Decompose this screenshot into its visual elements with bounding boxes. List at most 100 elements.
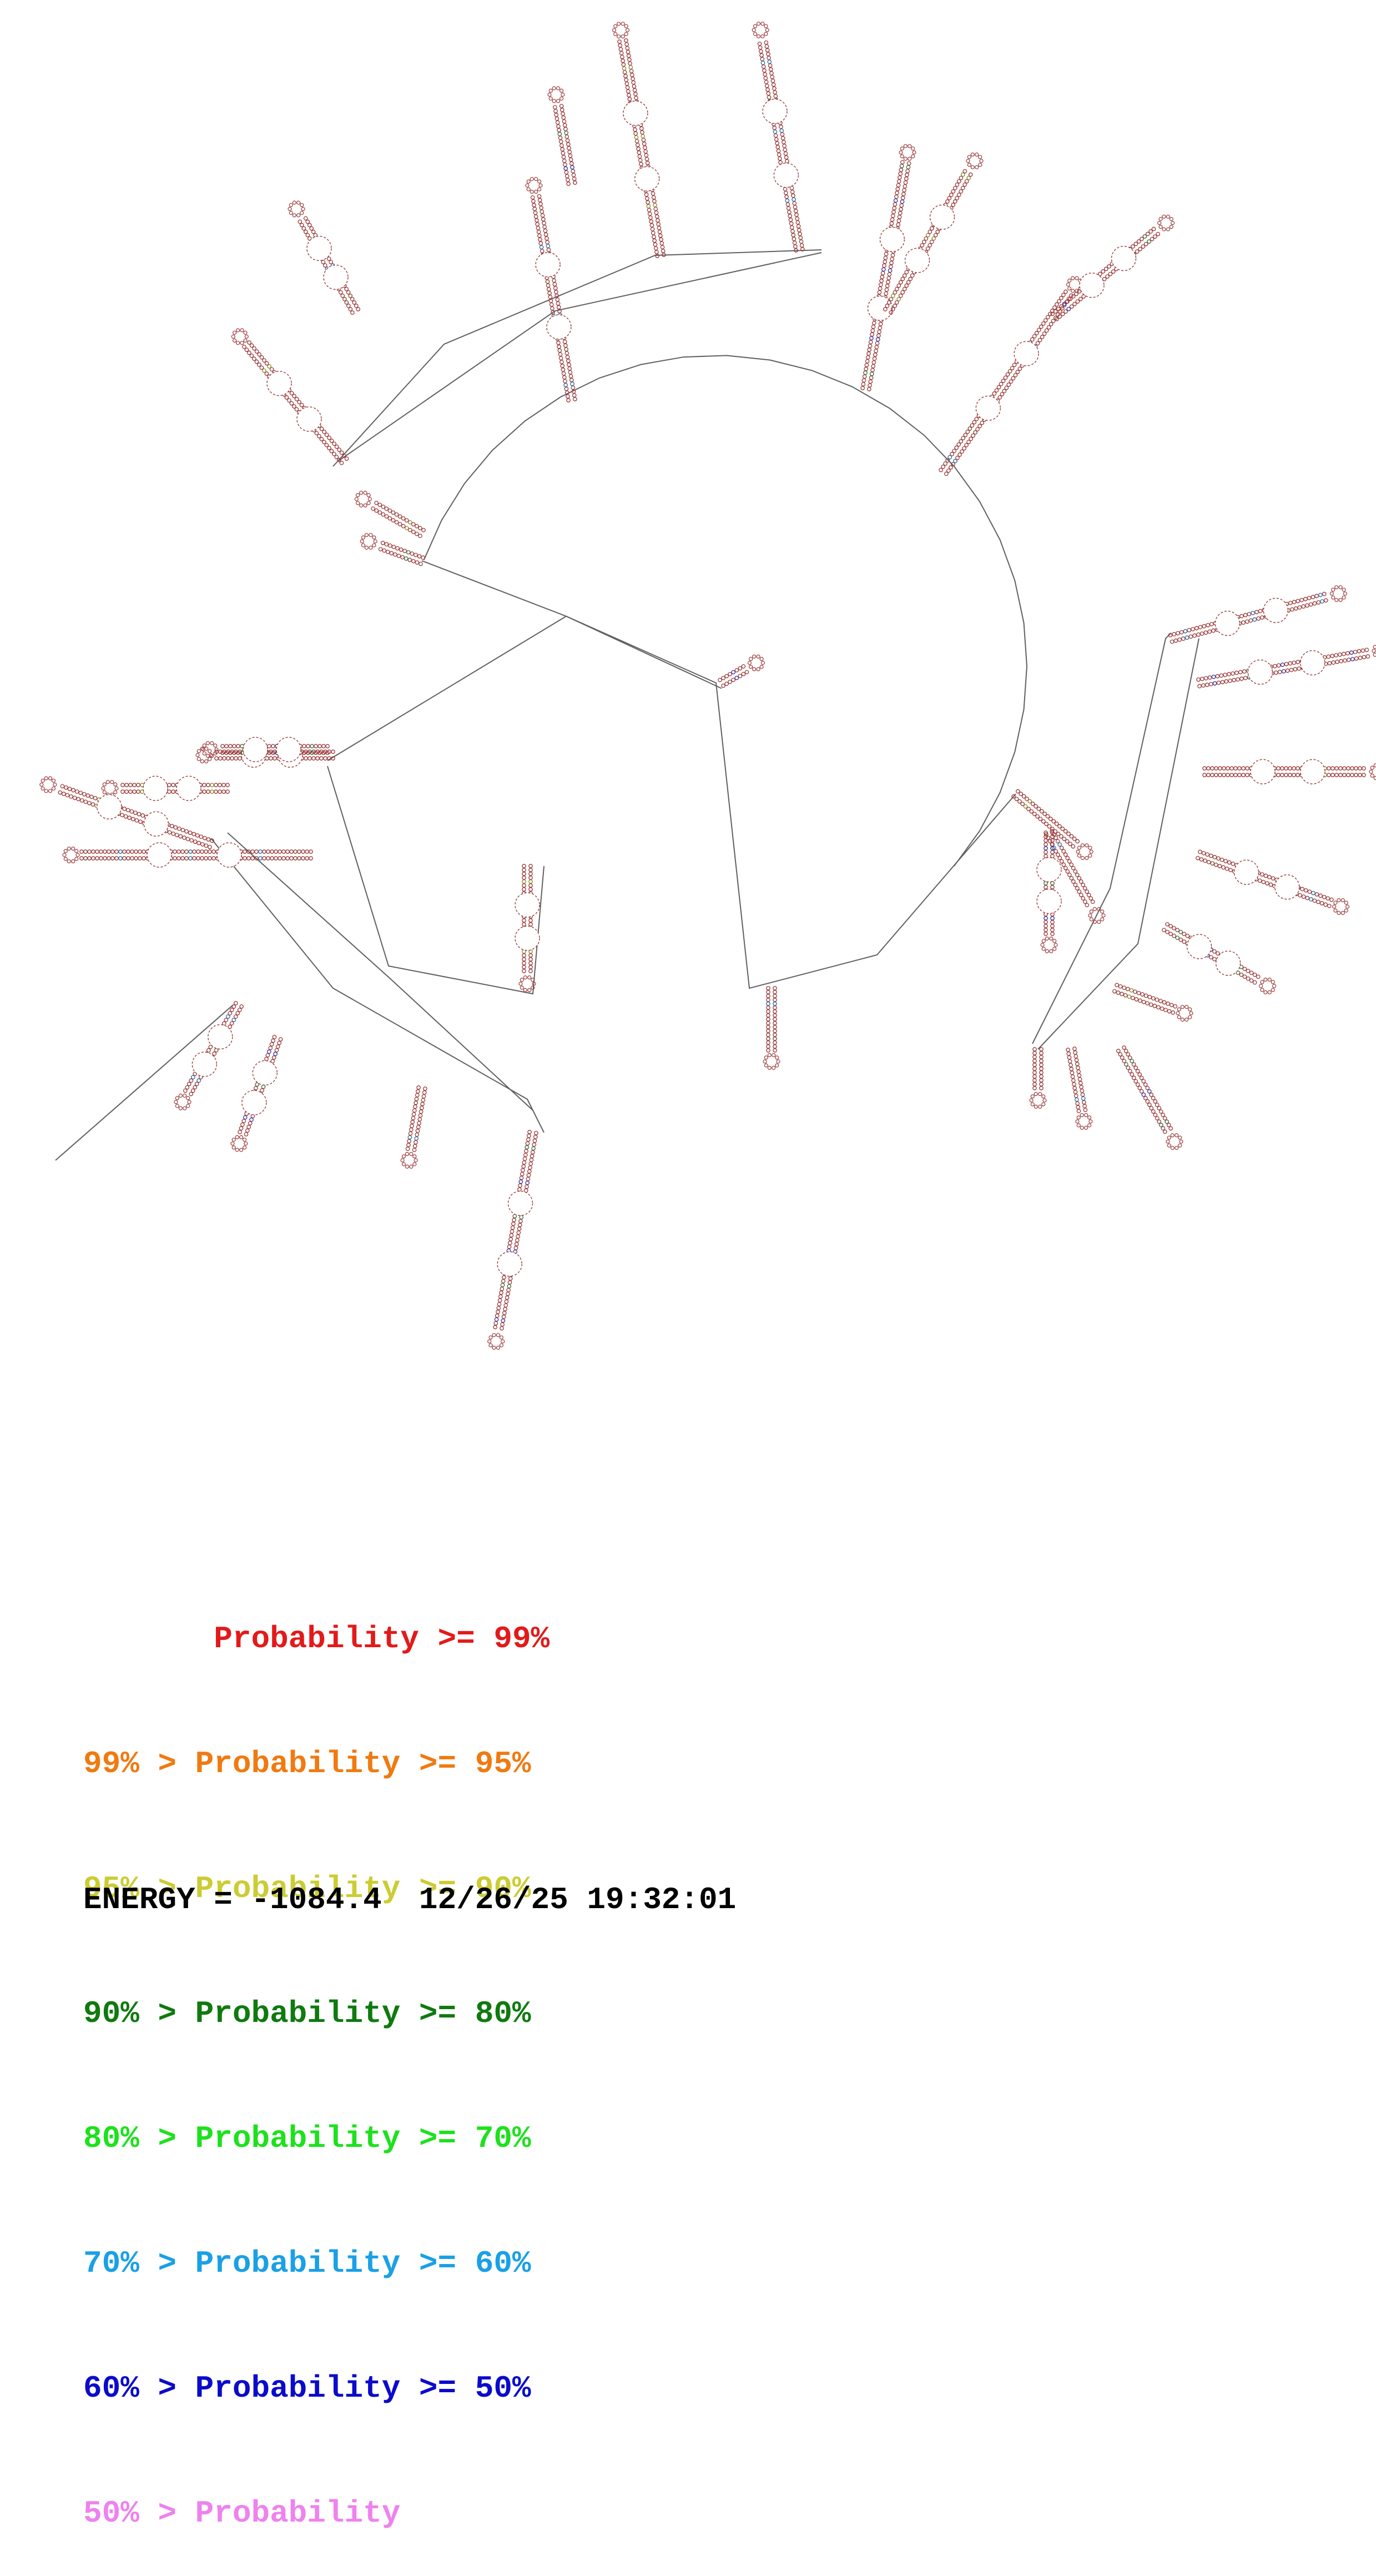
nucleotide [1044,328,1049,333]
helix-stem [1011,789,1093,861]
nucleotide [415,1132,420,1137]
nucleotide [64,785,68,790]
loop-nucleotide [764,24,768,28]
nucleotide [759,53,764,58]
helix-stem [1029,1047,1047,1109]
interior-loop [1263,597,1289,623]
nucleotide [417,1121,421,1125]
nucleotide [1145,1099,1150,1104]
nucleotide [1141,244,1146,249]
nucleotide [1196,677,1201,682]
loop-nucleotide [1088,846,1092,850]
loop-nucleotide [1185,1017,1189,1022]
nucleotide [297,856,301,861]
nucleotide [169,824,174,828]
nucleotide [522,969,526,973]
loop-nucleotide [624,32,628,36]
loop-nucleotide [102,782,107,787]
loop-nucleotide [363,490,367,495]
nucleotide [1296,766,1300,771]
nucleotide [1039,1055,1044,1059]
nucleotide [870,328,875,333]
loop-nucleotide [243,1138,247,1142]
loop-nucleotide [102,790,107,794]
nucleotide [232,744,236,748]
loop-nucleotide [1334,585,1339,590]
loop-nucleotide [1167,1135,1171,1140]
nucleotide [731,670,736,675]
nucleotide [394,512,399,517]
nucleotide [1059,834,1063,839]
loop-nucleotide [767,1053,772,1058]
loop-nucleotide [756,22,761,26]
nucleotide [1276,766,1281,771]
loop-nucleotide [412,1154,417,1159]
nucleotide [1166,1123,1171,1128]
nucleotide [863,370,868,375]
nucleotide [394,520,399,525]
loop-nucleotide [1087,1123,1092,1128]
nucleotide [1056,306,1061,311]
nucleotide [794,213,799,217]
nucleotide [620,54,624,59]
nucleotide [796,224,801,229]
nucleotide [563,383,568,388]
nucleotide [1297,605,1302,610]
legend-entry: 95% > Probability >= 90% [83,1871,531,1906]
nucleotide [647,212,652,217]
nucleotide [225,789,230,794]
nucleotide [136,783,140,787]
nucleotide [799,243,804,248]
nucleotide [528,879,533,884]
nucleotide [1280,766,1284,771]
nucleotide [532,207,537,212]
nucleotide [187,1081,191,1086]
nucleotide [970,423,975,428]
nucleotide [1172,632,1177,637]
nucleotide [555,297,560,302]
nucleotide [518,1179,523,1184]
nucleotide [1120,1055,1125,1060]
nucleotide [1054,836,1059,840]
nucleotide [500,1322,505,1327]
loop-nucleotide [1338,585,1343,590]
nucleotide [415,1093,420,1098]
nucleotide [766,998,770,1002]
nucleotide [1172,933,1177,938]
nucleotide [271,1038,275,1043]
nucleotide [1198,849,1202,854]
nucleotide [1241,766,1246,771]
backbone-lower-strand [327,615,1016,989]
nucleotide [773,1040,777,1045]
nucleotide [1069,1066,1074,1071]
nucleotide [1316,600,1321,605]
loop-nucleotide [612,28,617,32]
nucleotide [542,224,547,229]
nucleotide [896,218,901,223]
nucleotide [629,69,634,73]
nucleotide [967,426,972,431]
nucleotide [387,508,392,513]
nucleotide [1050,932,1055,936]
nucleotide [114,849,119,854]
nucleotide [1288,773,1292,777]
nucleotide [501,1279,506,1284]
nucleotide [637,154,642,159]
nucleotide [547,291,552,295]
nucleotide [1216,856,1221,861]
nucleotide [1063,852,1068,857]
nucleotide [1068,842,1072,846]
nucleotide [417,1117,422,1122]
nucleotide [420,1101,425,1106]
nucleotide [72,796,77,800]
nucleotide [878,286,883,291]
nucleotide [1350,773,1354,777]
helix-stems [39,22,1376,1350]
nucleotide [348,307,353,311]
legend-entry: 60% > Probability >= 50% [83,2371,531,2406]
nucleotide [1223,859,1228,863]
nucleotide [1118,984,1123,989]
nucleotide [1254,610,1259,615]
loop-nucleotide [244,1141,248,1146]
nucleotide [975,427,980,432]
